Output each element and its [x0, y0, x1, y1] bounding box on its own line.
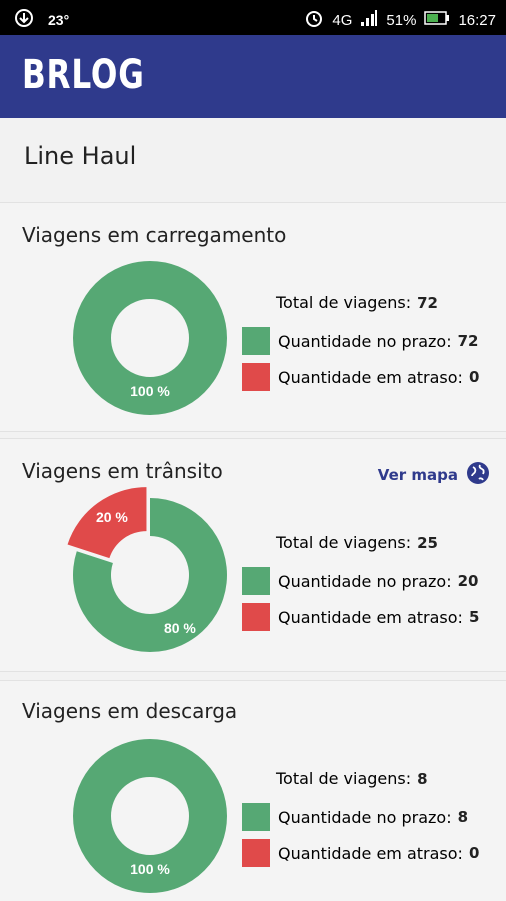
- donut-slice-on-time: [73, 261, 227, 415]
- total-value: 8: [417, 769, 428, 788]
- on-time-value: 8: [457, 808, 469, 826]
- card-title: Viagens em trânsito: [22, 459, 223, 483]
- clock: 16:27: [458, 11, 496, 29]
- slice-label-on-time: 100 %: [130, 861, 170, 877]
- late-value: 0: [468, 368, 480, 386]
- late-row: Quantidade em atraso: 5: [242, 603, 479, 631]
- alarm-icon: [304, 8, 324, 32]
- on-time-value: 20: [457, 572, 479, 590]
- total-value: 25: [417, 533, 438, 552]
- donut-chart: 20 % 80 %: [67, 487, 227, 652]
- late-row: Quantidade em atraso: 0: [242, 363, 479, 391]
- signal-icon: [360, 9, 378, 31]
- network-label: 4G: [332, 11, 353, 29]
- status-bar: 23° 4G 51% 16:27: [0, 0, 506, 35]
- slice-label-on-time: 80 %: [164, 620, 196, 636]
- late-row: Quantidade em atraso: 0: [242, 839, 479, 867]
- app-bar: BRLOG: [0, 35, 506, 118]
- battery-percent: 51%: [386, 11, 417, 29]
- donut-chart: 100 %: [73, 261, 227, 415]
- card-descarga: Viagens em descarga 100 % Total de viage…: [0, 680, 506, 901]
- slice-label-late: 20 %: [96, 509, 128, 525]
- total-row: Total de viagens: 8: [276, 769, 428, 788]
- total-row: Total de viagens: 72: [276, 293, 438, 312]
- on-time-label: Quantidade no prazo:: [278, 807, 452, 827]
- late-label: Quantidade em atraso:: [278, 843, 463, 863]
- total-label: Total de viagens:: [276, 533, 412, 552]
- late-value: 0: [468, 844, 480, 862]
- legend-swatch-on-time: [242, 567, 270, 595]
- on-time-label: Quantidade no prazo:: [278, 331, 452, 351]
- battery-icon: [424, 10, 450, 30]
- download-icon: [14, 8, 34, 32]
- card-carregamento: Viagens em carregamento 100 % Total de v…: [0, 202, 506, 432]
- total-label: Total de viagens:: [276, 769, 412, 788]
- donut-chart: 100 %: [73, 739, 227, 893]
- ver-mapa-link[interactable]: Ver mapa: [378, 461, 490, 489]
- donut-slice-on-time: [73, 739, 227, 893]
- late-label: Quantidade em atraso:: [278, 367, 463, 387]
- legend-swatch-late: [242, 363, 270, 391]
- card-title: Viagens em descarga: [22, 699, 238, 723]
- donut-slice-on-time: [72, 498, 227, 652]
- page-title: Line Haul: [24, 142, 137, 170]
- legend-swatch-on-time: [242, 327, 270, 355]
- legend-swatch-on-time: [242, 803, 270, 831]
- on-time-label: Quantidade no prazo:: [278, 571, 452, 591]
- legend-swatch-late: [242, 603, 270, 631]
- brand-logo: BRLOG: [22, 52, 145, 98]
- on-time-row: Quantidade no prazo: 8: [242, 803, 468, 831]
- late-value: 5: [468, 608, 480, 626]
- legend-swatch-late: [242, 839, 270, 867]
- donut-slice-late: [67, 487, 147, 559]
- slice-label-on-time: 100 %: [130, 383, 170, 399]
- total-value: 72: [417, 293, 438, 312]
- temperature: 23°: [48, 12, 70, 28]
- total-row: Total de viagens: 25: [276, 533, 438, 552]
- on-time-row: Quantidade no prazo: 20: [242, 567, 478, 595]
- on-time-row: Quantidade no prazo: 72: [242, 327, 478, 355]
- card-transito: Viagens em trânsito Ver mapa 20 % 80 % To…: [0, 438, 506, 672]
- ver-mapa-label: Ver mapa: [377, 466, 458, 484]
- globe-icon: [466, 461, 490, 489]
- late-label: Quantidade em atraso:: [278, 607, 463, 627]
- total-label: Total de viagens:: [276, 293, 412, 312]
- on-time-value: 72: [457, 332, 479, 350]
- card-title: Viagens em carregamento: [22, 223, 287, 247]
